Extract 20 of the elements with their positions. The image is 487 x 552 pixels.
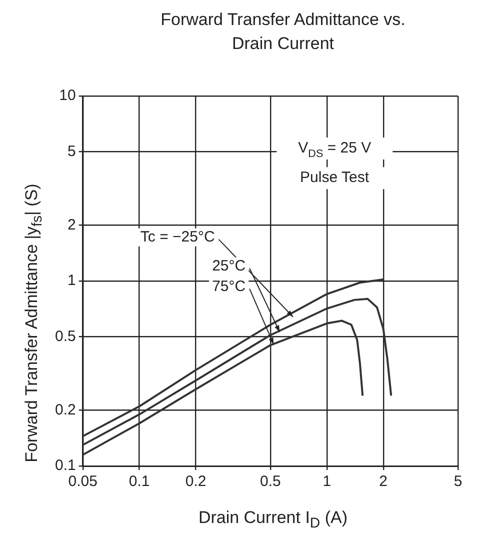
- y-tick-label: 0.1: [54, 457, 76, 474]
- y-tick-label: 10: [59, 87, 76, 104]
- text: Tc = −25°C: [140, 228, 215, 246]
- x-tick-label: 0.1: [128, 473, 150, 490]
- x-tick-label: 1: [322, 473, 332, 490]
- y-tick-label: 2: [68, 216, 76, 234]
- x-tick-label: 5: [454, 473, 462, 490]
- y-tick-label: 5: [68, 142, 76, 160]
- y-tick-label: 1: [68, 272, 76, 290]
- chart-title: Forward Transfer Admittance vs. Drain Current: [160, 9, 406, 55]
- x-tick-label: 0.2: [185, 473, 206, 490]
- text: 25°C: [212, 257, 246, 274]
- text: 75°C: [212, 278, 246, 295]
- x-tick-label: 2: [379, 473, 388, 490]
- y-tick-label: 0.5: [54, 328, 76, 345]
- annotation: Pulse Test: [300, 169, 370, 186]
- x-axis-title: Drain Current I$_{D}$ (A): [197, 508, 349, 532]
- x-tick-label: 0.05: [68, 473, 98, 490]
- y-tick-label: 0.2: [54, 401, 76, 418]
- x-tick-label: 0.5: [260, 473, 281, 490]
